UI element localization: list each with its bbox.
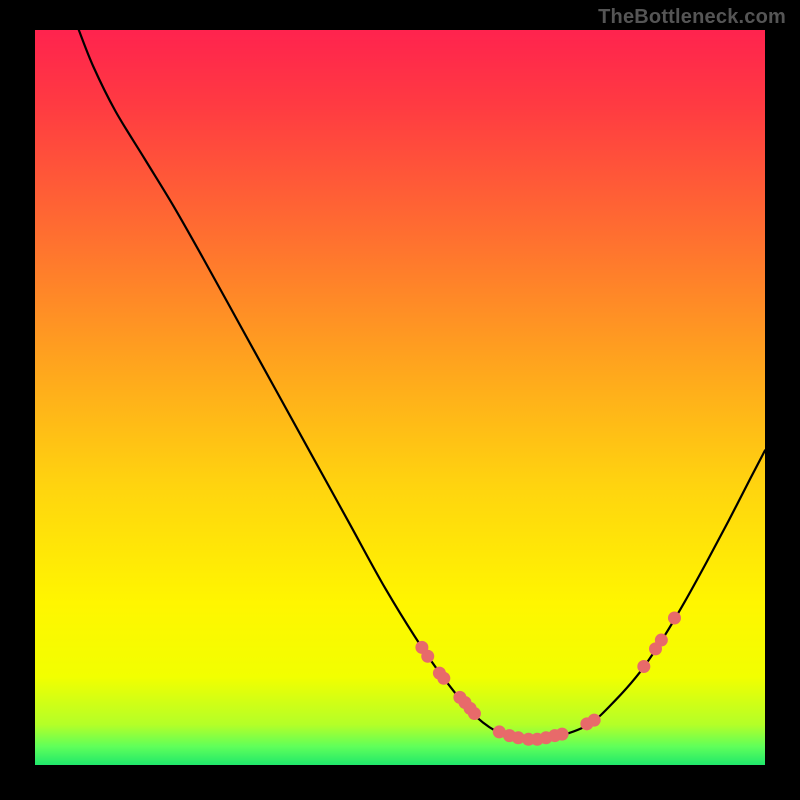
- plot-svg: [0, 0, 800, 800]
- curve-marker: [437, 672, 450, 685]
- watermark-text: TheBottleneck.com: [598, 6, 786, 29]
- curve-marker: [655, 634, 668, 647]
- curve-marker: [421, 650, 434, 663]
- curve-marker: [637, 660, 650, 673]
- curve-marker: [668, 612, 681, 625]
- curve-marker: [468, 707, 481, 720]
- curve-marker: [588, 714, 601, 727]
- curve-marker: [556, 728, 569, 741]
- figure: TheBottleneck.com: [0, 0, 800, 800]
